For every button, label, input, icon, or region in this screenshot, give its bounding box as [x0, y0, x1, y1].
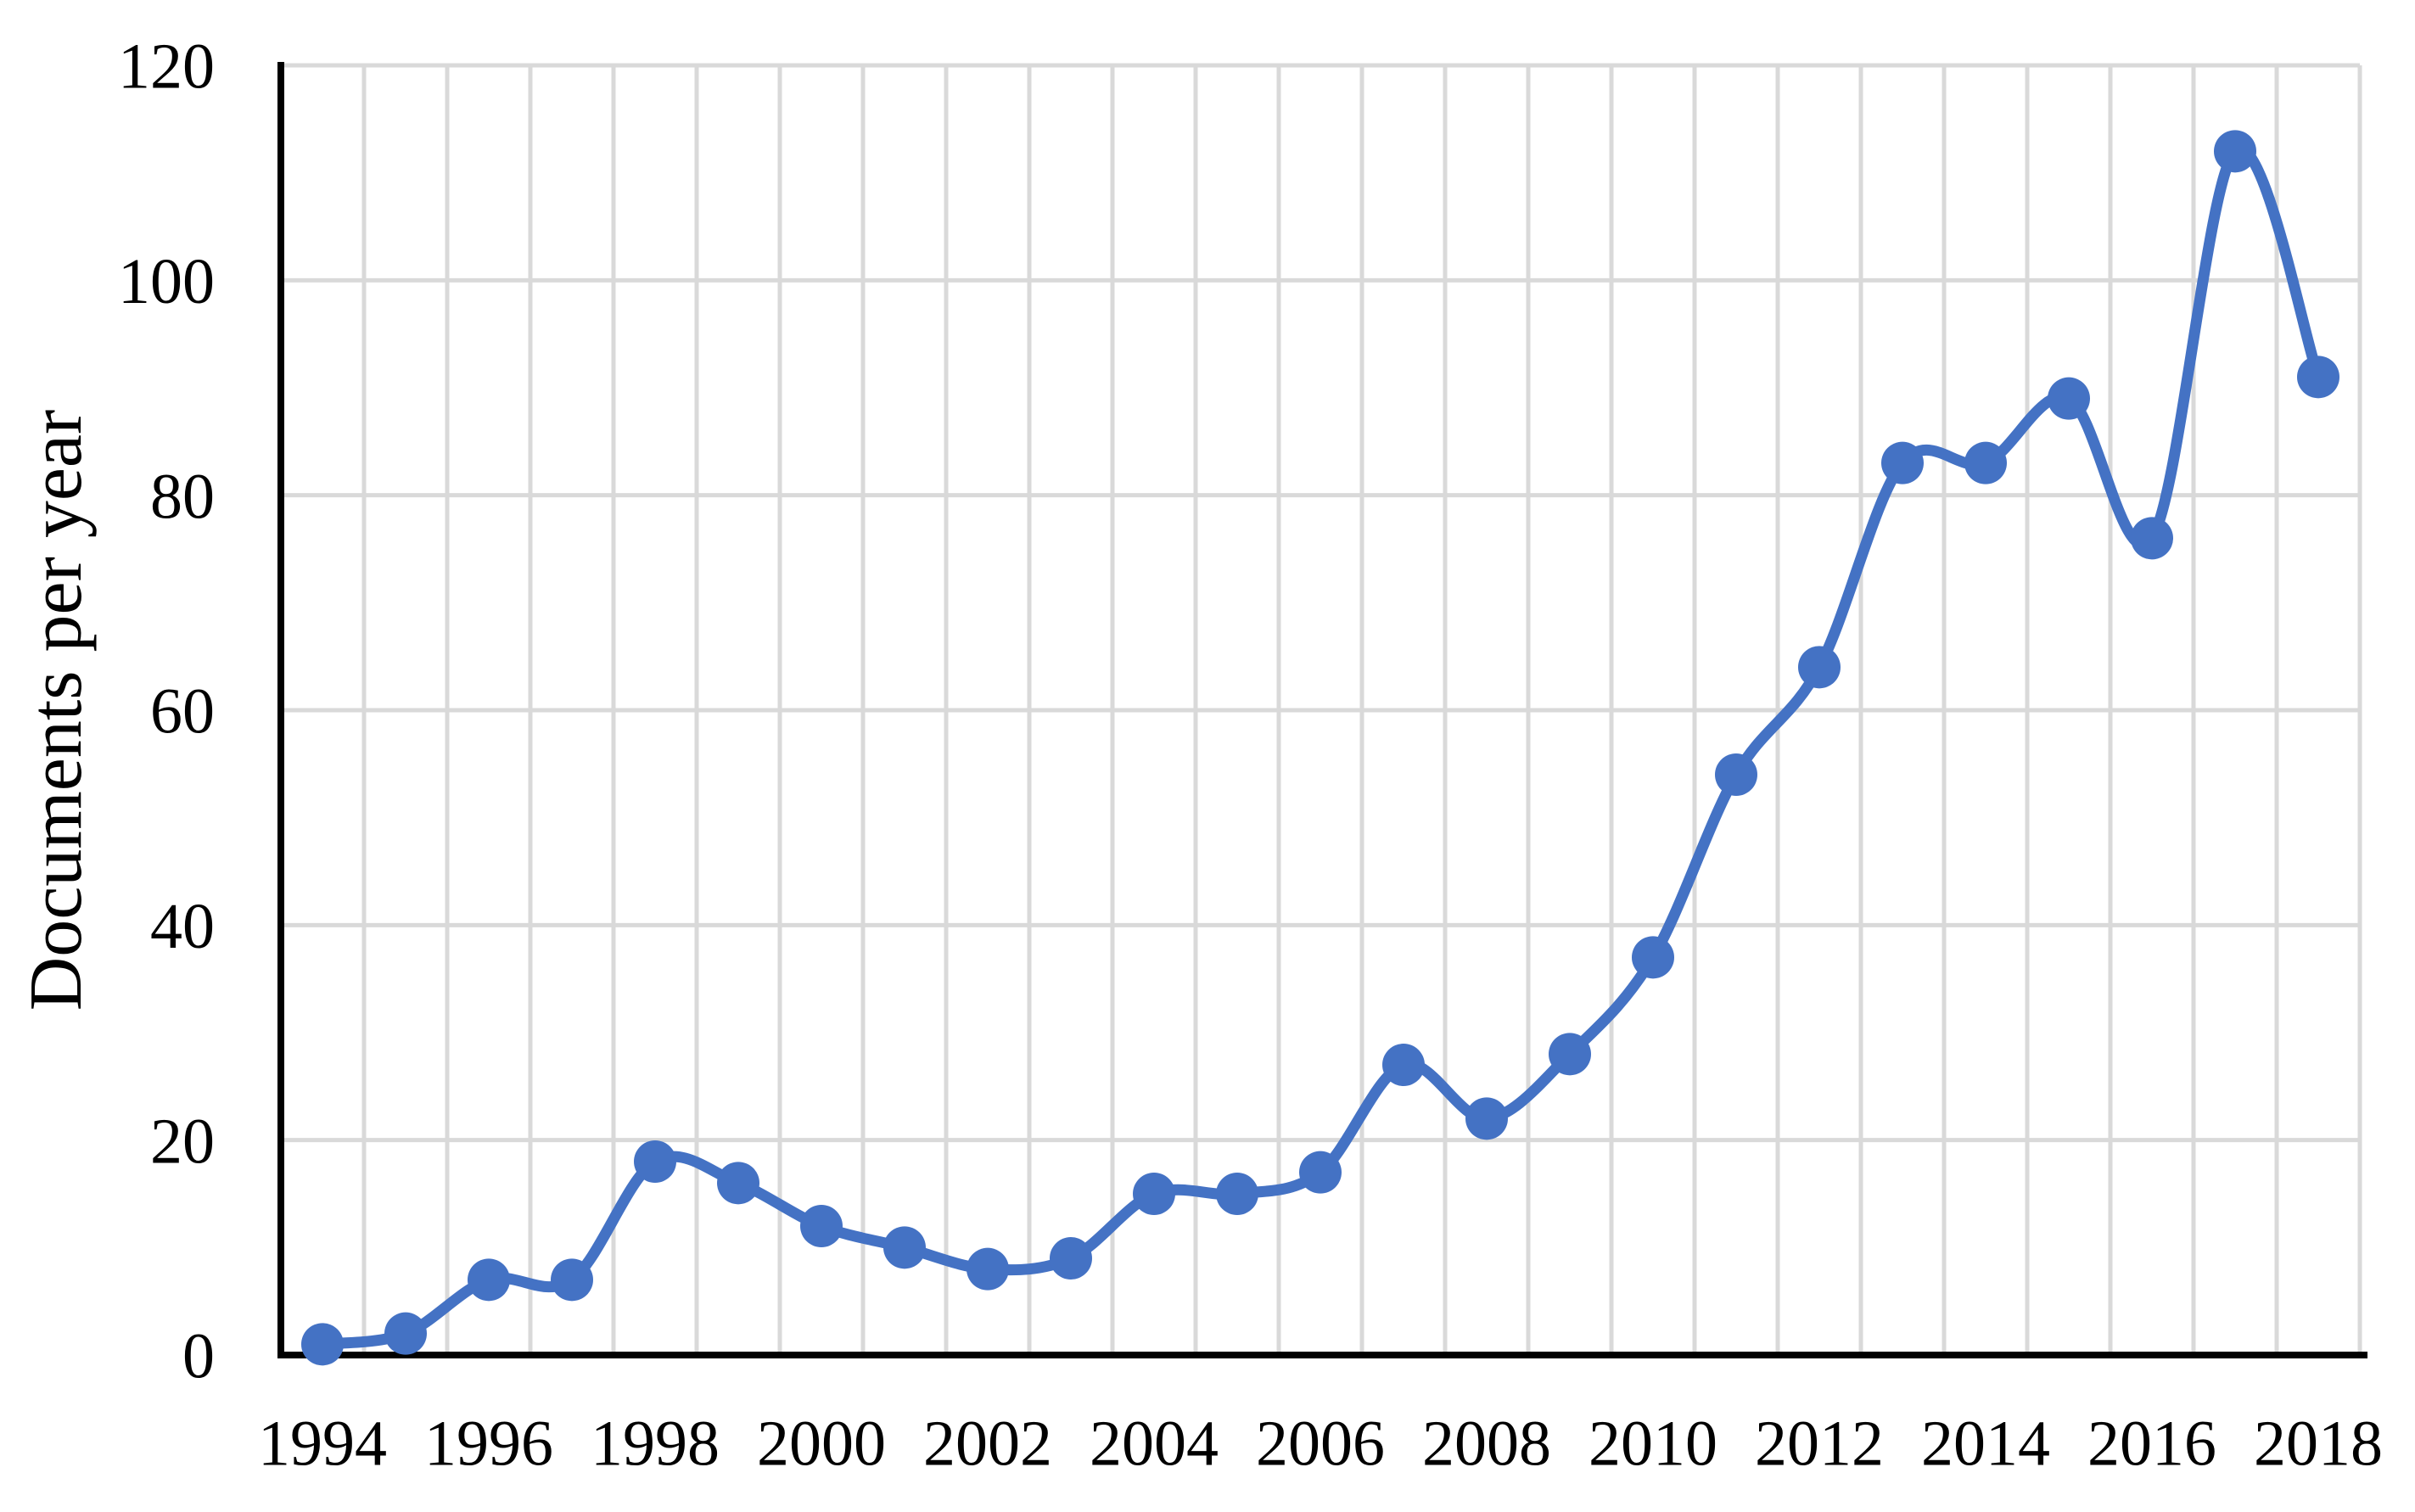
- data-point-2010: [1632, 936, 1674, 979]
- y-tick-label: 120: [118, 31, 215, 103]
- data-point-1999: [717, 1162, 759, 1205]
- y-tick-label: 20: [150, 1106, 215, 1177]
- tick-label-layer: 0 20 40 60 80 100 120 1994 1996 1998 2000 2002 2004 2…: [118, 31, 2383, 1480]
- x-tick-label: 2004: [1090, 1408, 1219, 1480]
- data-point-1998: [634, 1140, 676, 1183]
- x-tick-label: 2002: [923, 1408, 1052, 1480]
- data-point-1997: [551, 1258, 593, 1302]
- data-point-2007: [1382, 1044, 1425, 1086]
- x-tick-label: 2012: [1755, 1408, 1884, 1480]
- data-point-2012: [1798, 646, 1841, 689]
- series-layer: [301, 130, 2339, 1366]
- data-point-2000: [800, 1205, 843, 1247]
- data-point-2017: [2214, 130, 2256, 173]
- data-point-2016: [2131, 517, 2173, 560]
- data-point-1996: [468, 1258, 510, 1302]
- data-point-2002: [967, 1247, 1009, 1291]
- data-point-1995: [384, 1312, 427, 1355]
- data-point-1994: [301, 1323, 344, 1366]
- y-tick-label: 40: [150, 891, 215, 962]
- y-tick-label: 100: [118, 246, 215, 317]
- x-tick-label: 2018: [2254, 1408, 2383, 1480]
- data-point-2009: [1549, 1033, 1591, 1076]
- y-axis-title: Documents per year: [15, 410, 98, 1011]
- y-tick-label: 60: [150, 676, 215, 748]
- y-tick-label: 0: [182, 1321, 215, 1392]
- data-point-2011: [1715, 753, 1757, 796]
- data-point-2001: [883, 1226, 926, 1269]
- data-point-2014: [1964, 441, 2007, 484]
- x-tick-label: 2000: [757, 1408, 886, 1480]
- x-tick-label: 2014: [1921, 1408, 2050, 1480]
- data-point-2018: [2297, 356, 2339, 399]
- y-tick-label: 80: [150, 461, 215, 532]
- data-point-2004: [1133, 1173, 1175, 1215]
- data-point-2008: [1465, 1097, 1508, 1140]
- data-point-2003: [1050, 1237, 1092, 1280]
- x-tick-label: 1994: [258, 1408, 387, 1480]
- data-point-2013: [1881, 441, 1924, 484]
- grid-layer: [281, 63, 2362, 1355]
- x-tick-label: 2010: [1589, 1408, 1717, 1480]
- x-tick-label: 2008: [1422, 1408, 1551, 1480]
- axis-layer: [277, 62, 2367, 1358]
- data-point-2005: [1216, 1173, 1258, 1215]
- x-tick-label: 1998: [591, 1408, 720, 1480]
- data-point-2015: [2048, 377, 2090, 420]
- x-tick-label: 2006: [1256, 1408, 1385, 1480]
- x-tick-label: 1996: [424, 1408, 553, 1480]
- x-tick-label: 2016: [2087, 1408, 2216, 1480]
- data-point-2006: [1299, 1151, 1342, 1194]
